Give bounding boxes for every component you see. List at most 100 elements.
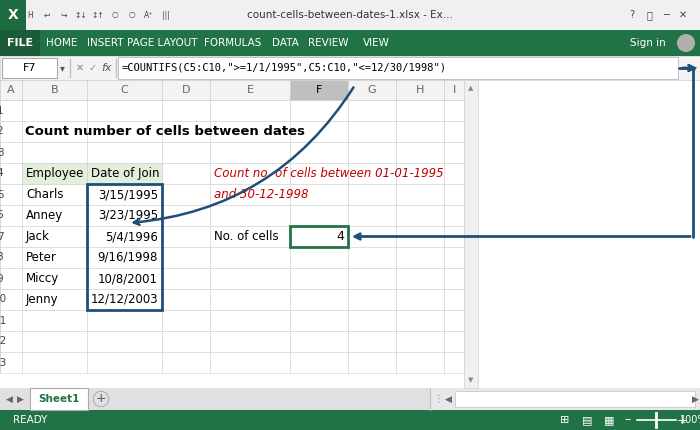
Bar (444, 80, 464, 100)
Circle shape (677, 34, 695, 52)
Bar (396, 184, 444, 205)
Bar (290, 142, 348, 163)
Text: H: H (27, 10, 33, 19)
Text: ◀: ◀ (6, 394, 13, 403)
Text: INSERT: INSERT (87, 38, 123, 48)
Bar (396, 163, 444, 184)
Text: F: F (316, 85, 322, 95)
Bar (348, 247, 396, 268)
Text: 1: 1 (0, 105, 4, 116)
Bar (348, 121, 396, 142)
Text: ↩: ↩ (44, 10, 50, 19)
Text: Jack: Jack (26, 230, 50, 243)
Bar (87, 268, 162, 289)
Bar (22, 268, 87, 289)
Bar (87, 247, 162, 268)
Bar (87, 80, 162, 100)
Bar (162, 268, 210, 289)
Bar (87, 205, 162, 226)
Bar (444, 310, 464, 331)
Bar (87, 331, 162, 352)
Bar (210, 331, 290, 352)
Bar (396, 247, 444, 268)
Bar (210, 310, 290, 331)
Bar (210, 247, 290, 268)
Text: Count number of cells between dates: Count number of cells between dates (25, 125, 305, 138)
Bar (455, 391, 695, 407)
Bar (348, 310, 396, 331)
Bar (396, 331, 444, 352)
Text: DATA: DATA (272, 38, 298, 48)
Bar (87, 142, 162, 163)
Bar (348, 163, 396, 184)
Bar (396, 226, 444, 247)
Bar (0, 0, 26, 30)
Bar (0, 331, 22, 352)
Text: –: – (625, 414, 631, 427)
Bar (0, 163, 22, 184)
Bar (290, 184, 348, 205)
Bar (210, 205, 290, 226)
Text: |||: ||| (162, 10, 170, 19)
Bar (87, 226, 162, 247)
Bar (290, 163, 348, 184)
Text: I: I (452, 85, 456, 95)
Bar (22, 163, 87, 184)
Bar (444, 205, 464, 226)
Bar (87, 289, 162, 310)
Bar (210, 268, 290, 289)
Text: and 30-12-1998: and 30-12-1998 (214, 188, 309, 201)
Bar (444, 247, 464, 268)
Text: ○: ○ (129, 10, 135, 19)
Bar (348, 100, 396, 121)
Bar (348, 205, 396, 226)
Bar (348, 80, 396, 100)
Bar (444, 226, 464, 247)
Bar (0, 121, 22, 142)
Bar (87, 184, 162, 310)
Bar (396, 121, 444, 142)
Text: Anney: Anney (26, 209, 63, 222)
Bar (87, 121, 162, 142)
Text: B: B (50, 85, 58, 95)
Bar (0, 352, 22, 373)
Bar (430, 388, 700, 410)
Bar (22, 163, 87, 184)
Text: ▾: ▾ (692, 63, 696, 73)
Bar (0, 268, 22, 289)
Bar (30, 388, 88, 410)
Text: REVIEW: REVIEW (308, 38, 349, 48)
Bar (0, 289, 22, 310)
Bar (290, 226, 348, 247)
Text: 3/15/1995: 3/15/1995 (98, 188, 158, 201)
Bar (162, 100, 210, 121)
Text: Sign in: Sign in (630, 38, 666, 48)
Text: 4: 4 (336, 230, 344, 243)
Bar (444, 121, 464, 142)
Bar (0, 30, 700, 56)
Bar (87, 163, 162, 184)
Text: A⁺: A⁺ (144, 10, 154, 19)
Text: ?: ? (629, 10, 635, 20)
Text: Jenny: Jenny (26, 293, 59, 306)
Bar (162, 184, 210, 205)
Text: 10: 10 (0, 295, 6, 304)
Bar (0, 142, 22, 163)
Bar (0, 226, 22, 247)
Bar (348, 352, 396, 373)
Text: G: G (368, 85, 377, 95)
Bar (22, 310, 87, 331)
Bar (290, 268, 348, 289)
Text: D: D (182, 85, 190, 95)
Bar (444, 184, 464, 205)
Bar (290, 226, 348, 247)
Text: ▶: ▶ (17, 394, 23, 403)
Text: ✓: ✓ (89, 63, 97, 73)
Text: ⊞: ⊞ (560, 415, 570, 425)
Bar (348, 142, 396, 163)
Text: Count no. of cells between 01-01-1995: Count no. of cells between 01-01-1995 (214, 167, 444, 180)
Text: X: X (8, 8, 18, 22)
Text: Date of Join: Date of Join (91, 167, 160, 180)
Bar (162, 289, 210, 310)
Text: count-cells-between-dates-1.xlsx - Ex...: count-cells-between-dates-1.xlsx - Ex... (247, 10, 453, 20)
